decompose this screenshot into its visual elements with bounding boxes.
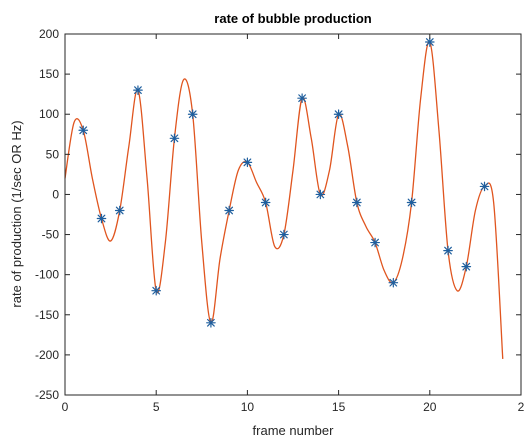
y-tick-label: 100: [39, 107, 59, 121]
y-tick-label: 200: [39, 27, 59, 41]
data-point: [279, 229, 289, 240]
data-point: [479, 181, 490, 192]
data-point: [352, 197, 362, 208]
data-point: [187, 109, 198, 120]
chart-title: rate of bubble production: [214, 11, 371, 26]
y-tick-label: -50: [42, 228, 60, 242]
y-tick-label: -150: [35, 308, 59, 322]
data-point: [224, 205, 234, 216]
data-markers-layer: [78, 37, 490, 328]
data-point: [388, 277, 399, 288]
data-point: [425, 37, 435, 47]
data-point: [260, 197, 271, 208]
y-tick-label: -100: [35, 268, 59, 282]
data-point: [333, 109, 344, 120]
data-point: [206, 318, 216, 328]
data-point: [370, 237, 380, 248]
y-tick-label: -250: [35, 388, 59, 402]
plot-area-background: [65, 34, 521, 395]
data-point: [169, 133, 180, 144]
x-tick-label: 2: [518, 400, 525, 414]
plot-area-frame: [64, 33, 522, 396]
x-axis-label: frame number: [253, 423, 335, 438]
data-point: [297, 93, 307, 103]
data-point: [114, 205, 125, 216]
x-tick-label: 0: [62, 400, 69, 414]
data-point: [78, 125, 89, 136]
x-tick-label: 5: [153, 400, 160, 414]
axis-ticks-layer: 0 5 10 15 20 2 -250 -200 -150 -100 -50 0 50 100 150 200: [35, 27, 525, 414]
y-tick-label: 50: [46, 147, 60, 161]
data-point: [242, 157, 253, 168]
y-tick-label: 0: [52, 187, 59, 201]
x-tick-label: 20: [423, 400, 437, 414]
x-tick-label: 10: [241, 400, 255, 414]
y-tick-label: -200: [35, 348, 59, 362]
data-point: [406, 197, 417, 208]
y-tick-label: 150: [39, 67, 59, 81]
y-axis-label: rate of production (1/sec OR Hz): [9, 120, 24, 307]
data-point: [133, 85, 143, 95]
data-point: [151, 285, 161, 296]
data-point: [461, 261, 472, 272]
data-point: [315, 189, 326, 200]
data-point: [443, 245, 453, 256]
data-point: [96, 213, 107, 224]
x-tick-label: 15: [332, 400, 346, 414]
